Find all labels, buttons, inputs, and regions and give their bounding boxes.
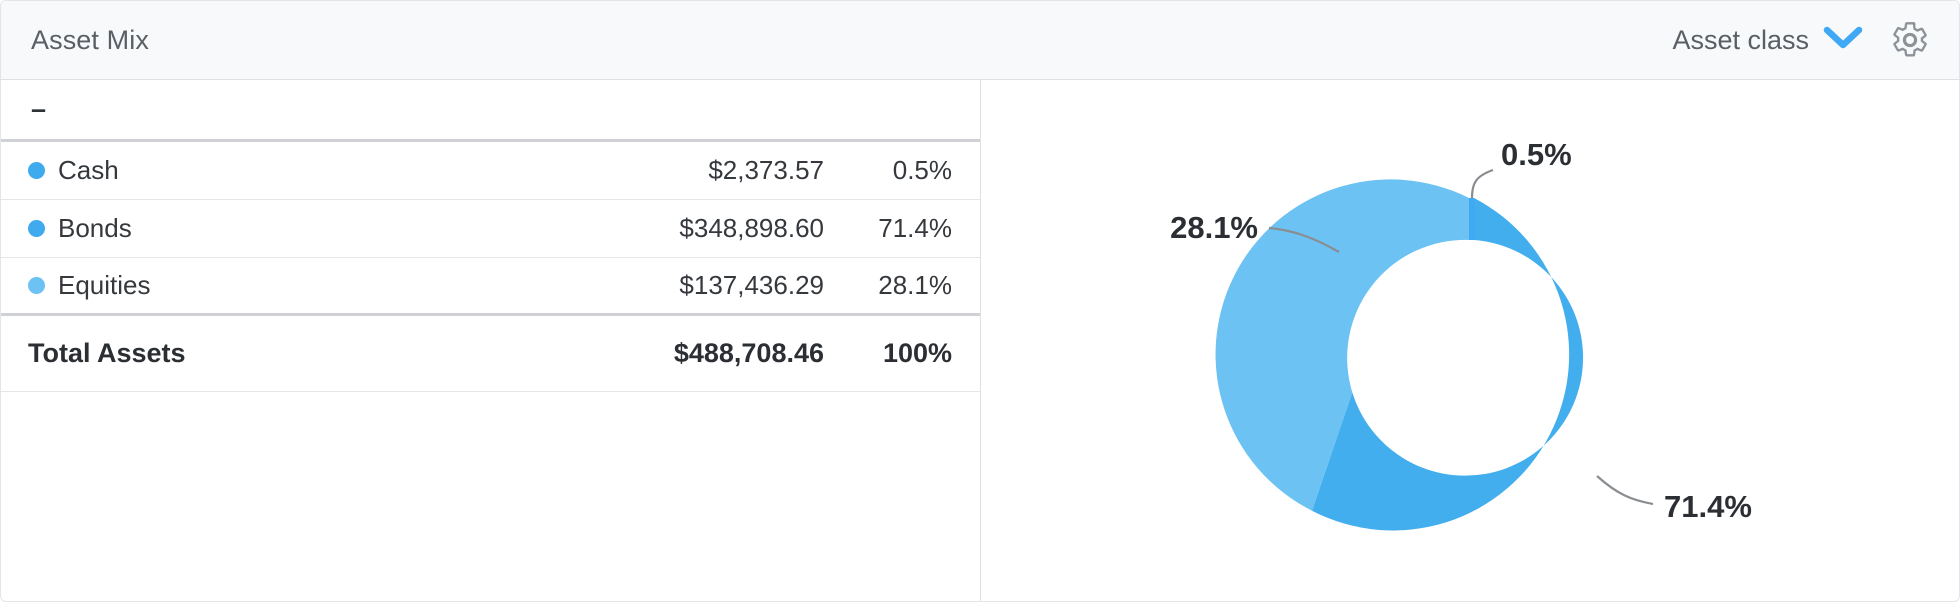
row-label-equities: Equities [19,270,534,301]
donut-chart-svg: 0.5% 28.1% 71.4% [1170,137,1752,531]
donut-slice-cash[interactable] [1469,197,1474,240]
donut-slice-bonds[interactable] [1312,198,1584,531]
legend-dot-icon [28,162,45,179]
page-title: Asset Mix [31,24,149,55]
table-row[interactable]: Equities $137,436.29 28.1% [1,258,980,316]
group-by-label: Asset class [1672,24,1809,55]
group-by-selector[interactable]: Asset class [1666,21,1869,60]
row-percent: 28.1% [878,270,952,300]
leader-line-bonds [1596,475,1654,506]
donut-slice-equities[interactable] [1215,179,1469,511]
placeholder-dash: – [31,94,47,124]
total-value: $488,708.46 [673,338,824,368]
header-controls: Asset class [1666,17,1933,63]
row-value: $137,436.29 [679,270,824,300]
legend-dot-icon [28,220,45,237]
table-total-row: Total Assets $488,708.46 100% [1,316,980,392]
asset-mix-chart-pane: 0.5% 28.1% 71.4% [981,80,1959,601]
donut-chart: 0.5% 28.1% 71.4% [981,80,1959,601]
gear-icon[interactable] [1887,17,1933,63]
slice-label-bonds: 71.4% [1664,489,1752,524]
widget-body: – Cash $2,373.57 0.5% Bonds $348,898.6 [1,80,1959,601]
chevron-down-icon[interactable] [1823,25,1863,56]
slice-label-equities: 28.1% [1170,210,1258,245]
asset-table-pane: – Cash $2,373.57 0.5% Bonds $348,898.6 [1,80,981,601]
legend-dot-icon [28,277,45,294]
slice-label-cash: 0.5% [1501,137,1572,172]
total-percent: 100% [882,338,952,368]
row-value: $348,898.60 [679,213,824,243]
total-label: Total Assets [28,338,186,368]
asset-table: – Cash $2,373.57 0.5% Bonds $348,898.6 [1,80,980,392]
widget-header: Asset Mix Asset class [1,1,1959,80]
table-row[interactable]: Cash $2,373.57 0.5% [1,142,980,200]
leader-line-equities [1268,226,1340,253]
row-label-cash: Cash [19,155,534,186]
table-row[interactable]: Bonds $348,898.60 71.4% [1,200,980,258]
row-label-bonds: Bonds [19,213,534,244]
asset-name: Cash [58,155,119,185]
row-percent: 0.5% [892,155,952,185]
asset-name: Bonds [58,213,132,243]
row-percent: 71.4% [878,213,952,243]
row-value: $2,373.57 [708,155,824,185]
leader-line-cash [1470,168,1494,199]
asset-name: Equities [58,270,151,300]
table-placeholder-row: – [1,80,980,142]
